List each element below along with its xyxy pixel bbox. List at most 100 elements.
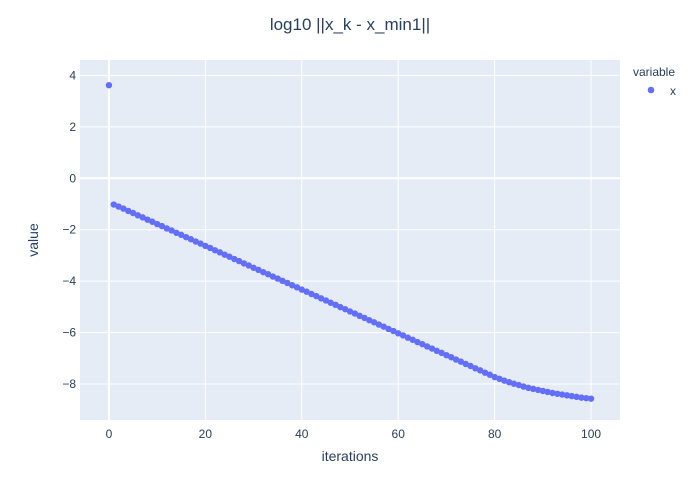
data-point[interactable]: [129, 209, 137, 217]
data-point[interactable]: [231, 255, 238, 263]
data-point[interactable]: [356, 312, 363, 320]
data-point[interactable]: [332, 301, 339, 308]
data-point[interactable]: [173, 229, 180, 236]
data-point[interactable]: [153, 220, 161, 228]
data-point[interactable]: [197, 240, 204, 247]
data-point[interactable]: [125, 207, 132, 215]
data-point[interactable]: [240, 260, 248, 267]
data-point[interactable]: [187, 236, 195, 243]
data-point[interactable]: [515, 381, 522, 389]
data-point[interactable]: [303, 288, 310, 295]
data-point[interactable]: [370, 319, 378, 326]
data-point[interactable]: [284, 279, 291, 287]
data-point[interactable]: [250, 264, 257, 271]
data-point[interactable]: [457, 358, 465, 365]
data-point[interactable]: [395, 330, 402, 337]
data-point[interactable]: [496, 375, 503, 383]
data-point[interactable]: [337, 303, 344, 311]
data-point[interactable]: [530, 385, 537, 393]
data-point[interactable]: [448, 354, 455, 361]
data-point[interactable]: [245, 262, 252, 269]
data-point[interactable]: [399, 332, 407, 339]
data-point[interactable]: [366, 317, 373, 324]
data-point[interactable]: [139, 214, 146, 221]
data-point[interactable]: [134, 212, 142, 219]
data-point[interactable]: [105, 82, 113, 89]
data-point[interactable]: [443, 352, 450, 359]
legend[interactable]: variable x: [633, 65, 676, 98]
data-point[interactable]: [279, 277, 286, 285]
data-point[interactable]: [414, 338, 421, 346]
data-point[interactable]: [510, 380, 518, 387]
data-point[interactable]: [120, 205, 127, 212]
data-point[interactable]: [544, 388, 551, 396]
data-point[interactable]: [260, 268, 267, 276]
data-point[interactable]: [308, 290, 315, 298]
data-point[interactable]: [583, 394, 590, 402]
data-point[interactable]: [346, 308, 354, 315]
data-point[interactable]: [235, 257, 243, 265]
data-point[interactable]: [216, 249, 224, 256]
data-point[interactable]: [192, 238, 199, 245]
data-point[interactable]: [380, 323, 387, 330]
data-point[interactable]: [452, 356, 460, 363]
data-point[interactable]: [472, 365, 479, 372]
data-point[interactable]: [578, 394, 585, 401]
data-point[interactable]: [298, 286, 305, 293]
data-point[interactable]: [428, 345, 436, 352]
data-point[interactable]: [178, 231, 185, 239]
data-point[interactable]: [520, 383, 527, 390]
data-point[interactable]: [539, 387, 547, 395]
data-point[interactable]: [467, 362, 474, 370]
data-point[interactable]: [375, 321, 383, 328]
data-point[interactable]: [115, 203, 122, 210]
data-point[interactable]: [481, 369, 489, 376]
data-point[interactable]: [534, 386, 542, 394]
data-point[interactable]: [390, 327, 397, 335]
data-point[interactable]: [255, 266, 262, 274]
data-point[interactable]: [501, 377, 508, 384]
data-point[interactable]: [554, 390, 561, 397]
data-point[interactable]: [182, 233, 190, 241]
data-point[interactable]: [525, 384, 532, 392]
data-point[interactable]: [288, 282, 296, 289]
data-point[interactable]: [211, 247, 219, 254]
data-point[interactable]: [587, 395, 595, 402]
data-point[interactable]: [226, 253, 233, 260]
data-point[interactable]: [409, 336, 416, 343]
data-point[interactable]: [568, 392, 575, 400]
data-point[interactable]: [163, 225, 170, 232]
data-point[interactable]: [558, 391, 566, 398]
data-point[interactable]: [549, 389, 556, 397]
data-point[interactable]: [110, 201, 117, 208]
data-point[interactable]: [293, 284, 301, 291]
data-point[interactable]: [168, 227, 175, 234]
data-point[interactable]: [438, 349, 445, 357]
data-point[interactable]: [202, 242, 209, 250]
data-point[interactable]: [419, 340, 426, 348]
data-point[interactable]: [423, 343, 431, 350]
data-point[interactable]: [404, 334, 412, 341]
data-point[interactable]: [264, 271, 272, 278]
data-point[interactable]: [317, 295, 325, 302]
data-point[interactable]: [462, 360, 469, 368]
data-point[interactable]: [573, 393, 580, 401]
data-point[interactable]: [144, 216, 151, 223]
data-point[interactable]: [361, 314, 368, 322]
data-point[interactable]: [274, 275, 281, 282]
data-point[interactable]: [491, 373, 498, 381]
data-point[interactable]: [505, 379, 513, 386]
data-point[interactable]: [206, 244, 214, 252]
data-point[interactable]: [313, 292, 320, 300]
data-point[interactable]: [158, 222, 166, 230]
data-point[interactable]: [486, 371, 494, 378]
data-point[interactable]: [476, 367, 484, 374]
data-point[interactable]: [269, 273, 277, 280]
data-point[interactable]: [327, 299, 334, 306]
data-point[interactable]: [351, 310, 359, 317]
data-point[interactable]: [563, 392, 571, 399]
data-point[interactable]: [221, 251, 228, 258]
data-point[interactable]: [341, 305, 349, 313]
data-point[interactable]: [322, 297, 330, 304]
data-point[interactable]: [385, 325, 392, 333]
